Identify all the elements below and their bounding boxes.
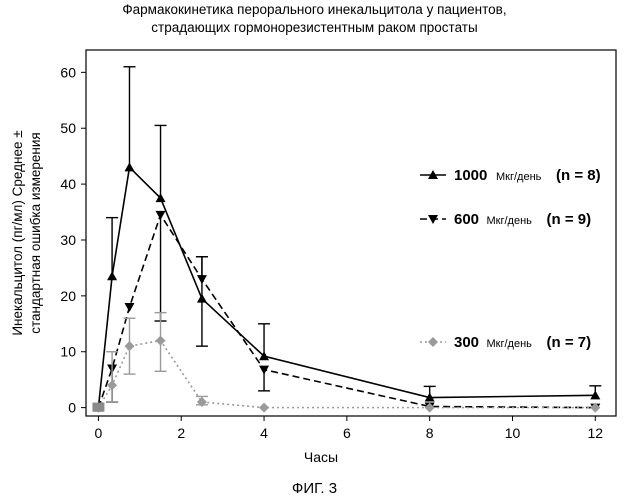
x-tick-label: 0	[95, 425, 103, 441]
series-300	[93, 313, 600, 413]
data-point	[156, 336, 166, 346]
series-line	[98, 215, 595, 408]
data-point	[197, 397, 207, 407]
pk-line-chart: 0 2 4 6 8 10 12 0 10 20 30 40 50 60 Часы Инекальцитол (…	[0, 0, 629, 480]
figure-caption: ФИГ. 3	[0, 480, 629, 497]
series-600	[93, 211, 600, 413]
data-point	[197, 294, 207, 303]
x-tick-label: 8	[426, 425, 434, 441]
legend-n-300: (n = 7)	[547, 334, 592, 351]
x-tick-label: 2	[177, 425, 185, 441]
y-tick-label: 20	[60, 288, 76, 304]
x-axis-label: Часы	[304, 449, 338, 465]
y-axis-label-line-1: Инекальцитол (пг/мл) Среднее ±	[10, 130, 25, 335]
legend-unit-1000: Мкг/день	[496, 171, 542, 183]
legend-n-1000: (n = 8)	[556, 167, 601, 184]
legend-dose-1000: 1000	[454, 167, 487, 184]
series-line	[98, 167, 595, 407]
x-tick-label: 6	[343, 425, 351, 441]
legend-unit-300: Мкг/день	[487, 338, 533, 350]
x-tick-label: 12	[588, 425, 604, 441]
y-tick-label: 30	[60, 232, 76, 248]
data-point	[197, 275, 207, 284]
data-point	[107, 271, 117, 280]
y-tick-label: 60	[60, 64, 76, 80]
data-point	[124, 162, 134, 171]
y-tick-label: 40	[60, 176, 76, 192]
data-point	[124, 303, 134, 312]
y-tick-label: 50	[60, 120, 76, 136]
legend-unit-600: Мкг/день	[487, 215, 533, 227]
x-tick-label: 10	[505, 425, 521, 441]
series-1000	[93, 67, 601, 412]
data-point	[259, 403, 269, 413]
y-tick-label: 10	[60, 344, 76, 360]
legend-marker-300	[428, 337, 438, 347]
data-point	[259, 366, 269, 375]
y-axis-label-line-2: стандартная ошибка измерения	[28, 132, 43, 333]
x-tick-label: 4	[260, 425, 268, 441]
legend-n-600: (n = 9)	[547, 211, 592, 228]
plot-frame	[86, 50, 616, 416]
data-point	[107, 380, 117, 390]
series-line	[98, 341, 595, 408]
data-point	[156, 211, 166, 220]
origin-marker-cluster	[92, 403, 104, 412]
y-tick-label: 0	[68, 400, 76, 416]
data-point	[124, 341, 134, 351]
legend-dose-600: 600	[454, 211, 479, 228]
legend-dose-300: 300	[454, 334, 479, 351]
